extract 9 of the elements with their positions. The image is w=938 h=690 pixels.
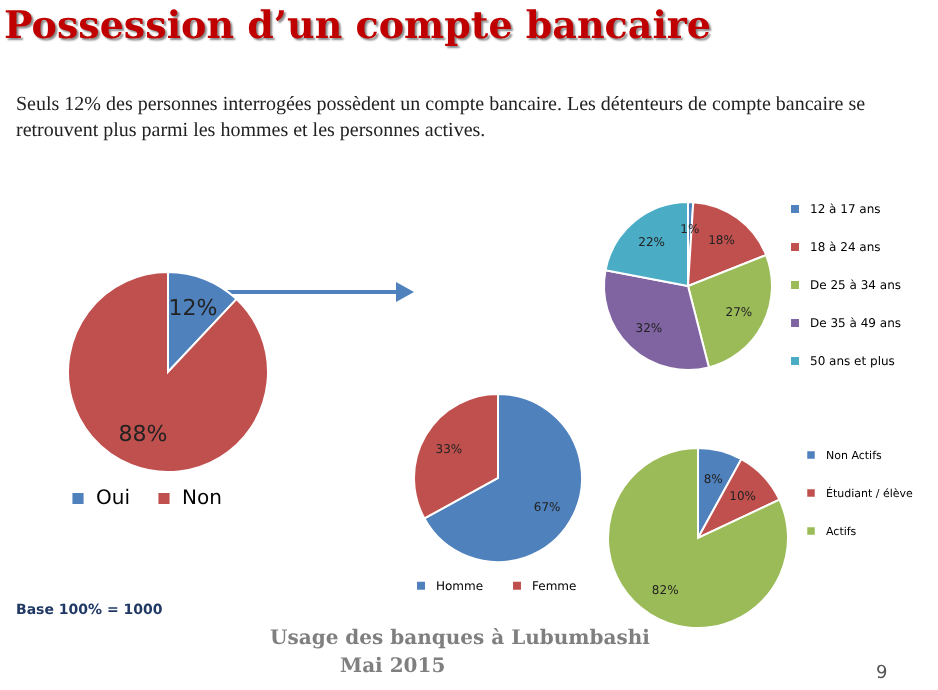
text: Mai 2015 — [340, 656, 446, 678]
text: Possession d’un compte bancaire — [4, 4, 712, 48]
legend-label: Oui — [96, 488, 130, 511]
text: Usage des banques à Lubumbashi — [270, 628, 650, 650]
legend-label: Non — [182, 488, 222, 511]
data-label: 88% — [118, 421, 168, 448]
data-label: 12% — [168, 294, 218, 321]
text: Seuls 12% des personnes interrogées possèdent un compte bancaire. Les détenteurs de compte bancaire se retrouvent plus parmi les hommes et les personnes actives. — [16, 92, 868, 144]
text: 9 — [876, 664, 888, 684]
